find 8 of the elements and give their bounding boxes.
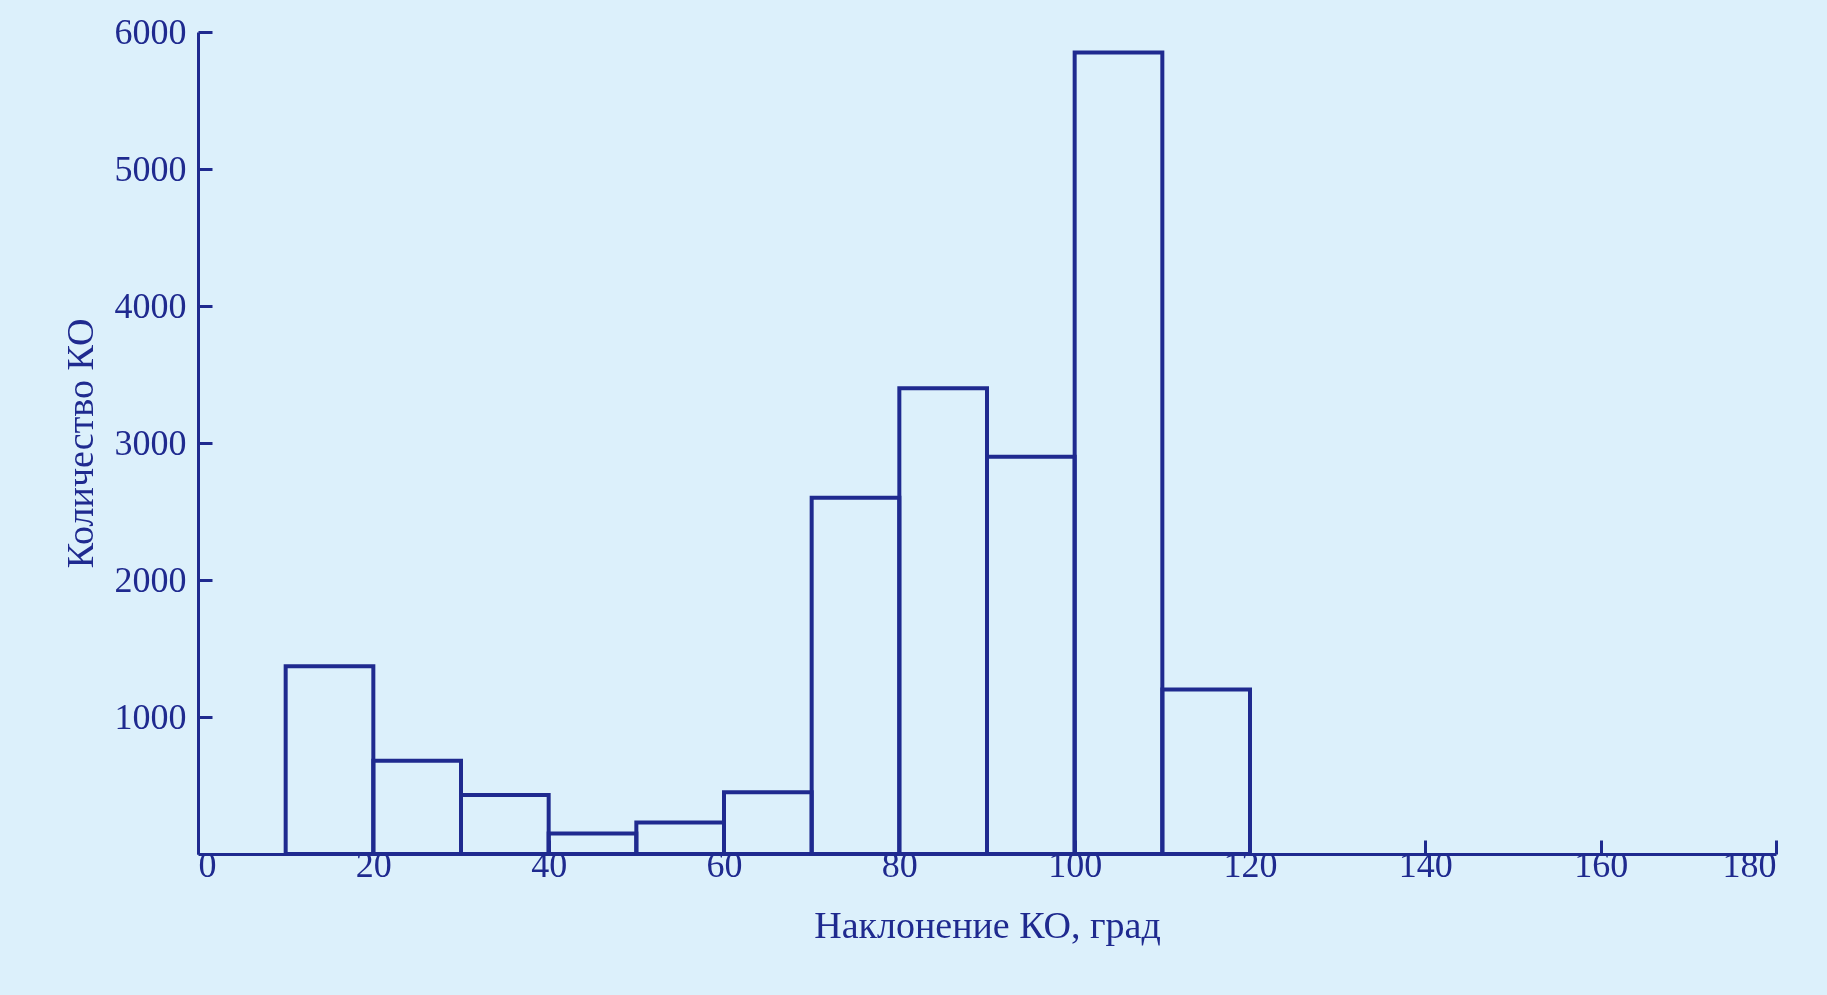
y-tick-label: 6000 (114, 11, 187, 52)
y-tick-label: 2000 (114, 559, 187, 600)
y-tick-label: 5000 (114, 148, 187, 189)
x-axis-title: Наклонение КО, град (814, 903, 1161, 946)
y-tick-label: 1000 (114, 696, 187, 737)
y-tick-label: 3000 (114, 422, 187, 463)
y-tick-label: 4000 (114, 285, 187, 326)
y-axis-title: Количество КО (58, 318, 101, 569)
